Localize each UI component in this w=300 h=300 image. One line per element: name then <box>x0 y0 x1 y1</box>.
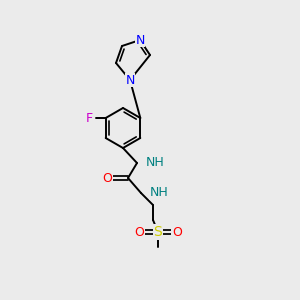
Text: S: S <box>154 225 162 239</box>
Text: O: O <box>134 226 144 238</box>
Text: N: N <box>135 34 145 46</box>
Text: F: F <box>86 112 93 124</box>
Text: O: O <box>102 172 112 184</box>
Text: NH: NH <box>146 157 165 169</box>
Text: NH: NH <box>150 187 169 200</box>
Text: N: N <box>125 74 135 86</box>
Text: O: O <box>172 226 182 238</box>
